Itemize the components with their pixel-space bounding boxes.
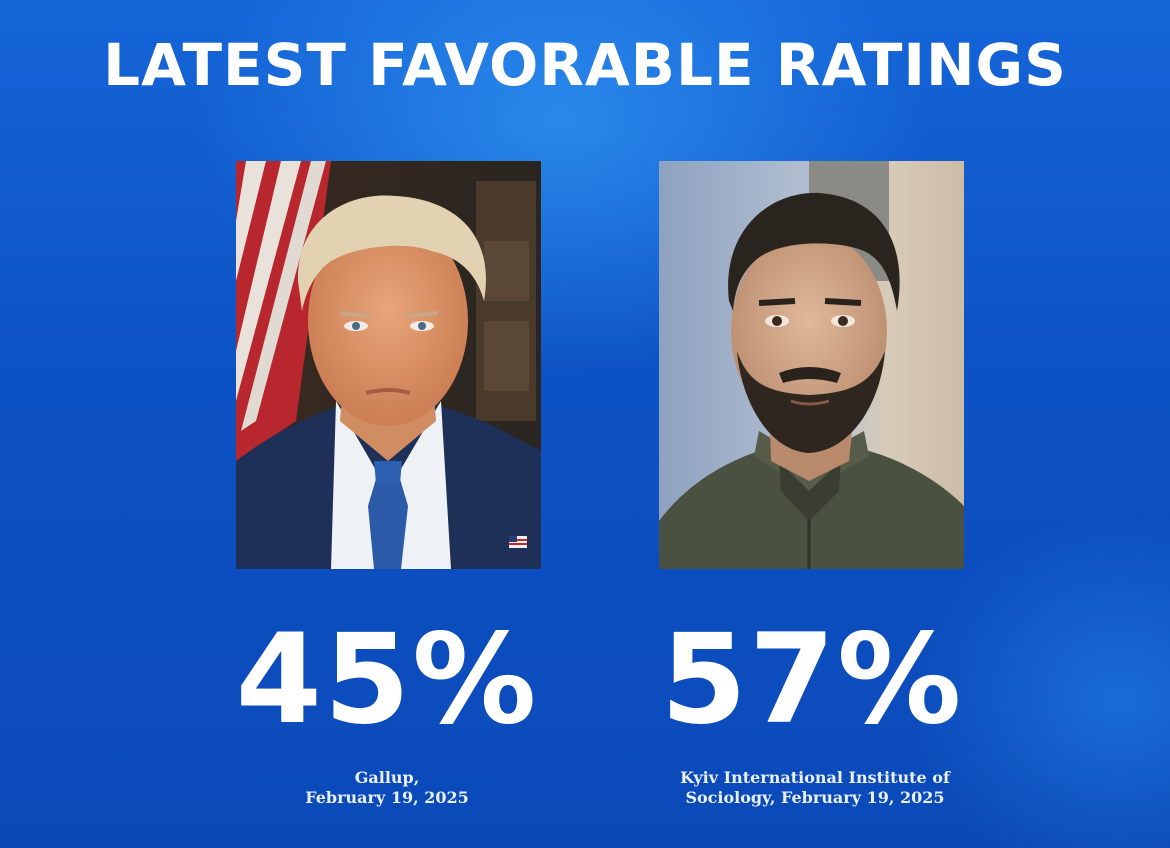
left-rating-percent: 45% bbox=[235, 608, 539, 752]
flag-stripes bbox=[236, 161, 331, 461]
left-portrait-image bbox=[236, 161, 541, 569]
left-source-line2: February 19, 2025 bbox=[305, 788, 469, 807]
right-rating-percent: 57% bbox=[660, 608, 964, 752]
right-source-caption: Kyiv International Institute of Sociolog… bbox=[605, 768, 1025, 808]
left-source-line1: Gallup, bbox=[354, 768, 420, 787]
right-portrait-image bbox=[659, 161, 964, 569]
right-source-line1: Kyiv International Institute of bbox=[680, 768, 950, 787]
right-source-line2: Sociology, February 19, 2025 bbox=[685, 788, 945, 807]
left-source-caption: Gallup, February 19, 2025 bbox=[177, 768, 597, 808]
page-title: LATEST FAVORABLE RATINGS bbox=[103, 31, 1067, 99]
